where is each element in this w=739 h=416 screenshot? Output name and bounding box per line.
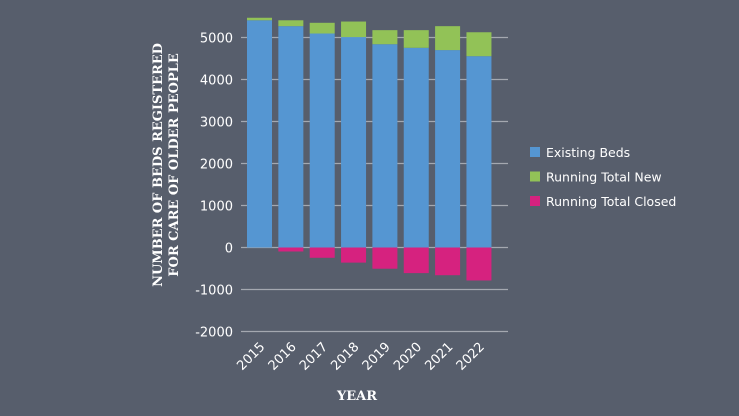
bar-existing-beds bbox=[435, 50, 461, 248]
legend-label: Running Total New bbox=[546, 170, 662, 185]
legend-swatch bbox=[530, 196, 540, 206]
y-tick-label: 4000 bbox=[200, 74, 233, 89]
x-tick-label: 2021 bbox=[422, 340, 456, 374]
x-tick-label: 2022 bbox=[454, 340, 488, 374]
bar-running-total-closed bbox=[341, 247, 367, 263]
x-tick-label: 2015 bbox=[234, 340, 268, 374]
bar-running-total-new bbox=[341, 21, 367, 38]
y-tick-labels: -2000 -1000 0 1000 2000 3000 4000 5000 bbox=[195, 32, 233, 341]
y-tick-label: -2000 bbox=[195, 326, 233, 341]
bar-running-total-closed bbox=[278, 247, 304, 252]
y-tick-label: -1000 bbox=[195, 284, 233, 299]
y-tick-label: 3000 bbox=[200, 116, 233, 131]
x-tick-label: 2020 bbox=[391, 340, 425, 374]
y-tick-label: 2000 bbox=[200, 158, 233, 173]
legend-swatch bbox=[530, 171, 540, 182]
bar-running-total-closed bbox=[309, 247, 335, 258]
bar-running-total-closed bbox=[466, 247, 492, 281]
legend: Existing Beds Running Total New Running To… bbox=[530, 145, 676, 209]
bar-running-total-closed bbox=[435, 247, 461, 276]
y-axis-title-line1: NUMBER OF BEDS REGISTERED bbox=[151, 43, 166, 287]
bar-existing-beds bbox=[403, 47, 429, 248]
legend-swatch bbox=[530, 147, 540, 157]
bar-existing-beds bbox=[247, 20, 272, 248]
bar-existing-beds bbox=[309, 33, 335, 248]
x-tick-label: 2016 bbox=[266, 340, 300, 374]
legend-label: Existing Beds bbox=[546, 145, 630, 160]
bar-running-total-new bbox=[403, 30, 429, 48]
bar-running-total-new bbox=[309, 22, 335, 34]
bar-existing-beds bbox=[466, 56, 492, 248]
x-tick-label: 2018 bbox=[328, 340, 362, 374]
bar-running-total-closed bbox=[403, 247, 429, 274]
y-tick-label: 5000 bbox=[200, 32, 233, 47]
bar-running-total-closed bbox=[372, 247, 398, 269]
bar-existing-beds bbox=[341, 37, 367, 248]
y-tick-label: 0 bbox=[225, 242, 233, 257]
y-tick-label: 1000 bbox=[200, 200, 233, 215]
bar-running-total-new bbox=[435, 26, 461, 51]
bar-existing-beds bbox=[372, 44, 398, 248]
y-axis-title-line2: FOR CARE OF OLDER PEOPLE bbox=[167, 53, 182, 277]
bar-running-total-new bbox=[372, 30, 398, 45]
bars bbox=[247, 17, 492, 281]
bar-running-total-new bbox=[466, 32, 492, 57]
bar-running-total-new bbox=[278, 20, 304, 27]
x-tick-label: 2019 bbox=[360, 340, 394, 374]
bar-existing-beds bbox=[278, 26, 304, 248]
bar-running-total-new bbox=[247, 17, 272, 21]
x-axis-title: YEAR bbox=[336, 389, 377, 404]
x-tick-label: 2017 bbox=[297, 340, 331, 374]
legend-label: Running Total Closed bbox=[546, 194, 676, 209]
